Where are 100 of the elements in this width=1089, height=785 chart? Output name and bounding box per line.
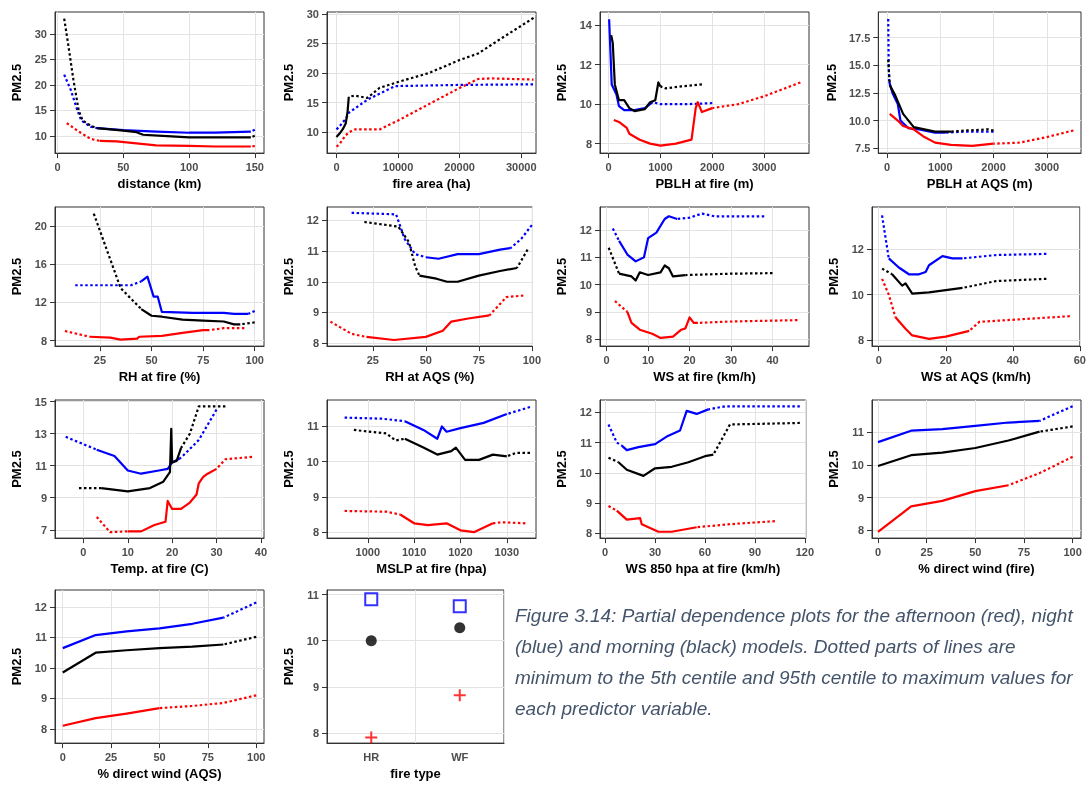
y-tick-label: 15 [34, 104, 47, 117]
x-axis-title: Temp. at fire (C) [110, 561, 209, 576]
x-tick-label: 1010 [401, 545, 427, 558]
y-tick-label: 12 [579, 58, 592, 71]
x-tick-label: 30 [648, 545, 662, 558]
y-tick-label: 11 [307, 245, 319, 258]
y-tick-label: 11 [307, 420, 319, 433]
y-tick-label: 12 [34, 296, 47, 309]
y-tick-label: 25 [306, 37, 319, 50]
y-tick-label: 10 [579, 278, 592, 291]
y-tick-label: 12 [579, 406, 592, 419]
y-tick-label: 30 [306, 7, 319, 20]
x-axis-title: % direct wind (fire) [918, 561, 1035, 576]
x-tick-label: 0 [884, 160, 891, 173]
x-tick-label: 100 [179, 160, 199, 173]
x-tick-label: 0 [333, 160, 340, 173]
caption: Figure 3.14: Partial dependence plots for the afternoon (red), night (blue) and morning (black) models. Dotted parts of lines are minimum to the 5th centile and 95th centile to maximum values for each predictor variable. [515, 604, 1075, 721]
y-tick-label: 11 [35, 631, 47, 644]
y-tick-label: 9 [585, 305, 592, 318]
y-tick-label: 10 [306, 455, 319, 468]
x-tick-label: WF [451, 750, 469, 763]
x-axis-title: fire type [390, 766, 441, 781]
y-tick-label: 10 [851, 458, 864, 471]
x-axis-title: WS 850 hpa at fire (km/h) [625, 561, 781, 576]
y-tick-label: 8 [40, 722, 47, 735]
x-tick-label: 40 [254, 545, 268, 558]
x-tick-label: 50 [153, 750, 166, 763]
x-tick-label: 1030 [494, 545, 520, 558]
x-axis-title: WS at AQS (km/h) [920, 369, 1031, 384]
x-tick-label: 10 [641, 353, 655, 366]
x-tick-label: 30 [210, 545, 223, 558]
x-tick-label: 1000 [648, 160, 673, 173]
y-tick-label: 14 [579, 19, 593, 32]
x-tick-label: 40 [1006, 353, 1019, 366]
x-tick-label: 60 [1073, 353, 1087, 366]
y-axis-title: PM2.5 [281, 63, 296, 102]
y-tick-label: 9 [585, 497, 592, 510]
line-series [335, 77, 535, 148]
x-axis-title: % direct wind (AQS) [97, 766, 222, 781]
x-tick-label: 100 [522, 353, 541, 366]
point [452, 688, 467, 703]
y-tick-label: 7.5 [855, 142, 871, 155]
x-tick-label: 150 [245, 160, 264, 173]
x-tick-label: 50 [419, 353, 432, 366]
y-tick-label: 9 [857, 491, 864, 504]
x-axis-title: RH at fire (%) [118, 369, 201, 384]
x-tick-label: 25 [366, 353, 379, 366]
y-tick-label: 9 [40, 692, 47, 705]
y-tick-label: 11 [35, 459, 47, 472]
x-tick-label: 1020 [448, 545, 473, 558]
x-tick-label: 25 [920, 545, 933, 558]
x-tick-label: 0 [80, 545, 87, 558]
y-tick-label: 25 [34, 53, 47, 66]
y-tick-label: 16 [34, 258, 47, 271]
y-tick-label: 8 [312, 526, 319, 539]
x-tick-label: 50 [117, 160, 130, 173]
x-axis-title: distance (km) [117, 176, 202, 191]
x-tick-label: 120 [795, 545, 814, 558]
y-axis-title: PM2.5 [281, 450, 296, 488]
x-tick-label: 0 [875, 353, 882, 366]
y-tick-label: 10 [851, 288, 864, 301]
x-tick-label: 25 [105, 750, 118, 763]
x-tick-label: 75 [1017, 545, 1031, 558]
x-tick-label: 50 [969, 545, 982, 558]
point [452, 599, 467, 614]
y-tick-label: 12 [306, 214, 319, 227]
y-tick-label: 8 [585, 333, 592, 346]
y-tick-label: 13 [34, 427, 47, 440]
x-tick-label: 20 [939, 353, 952, 366]
y-tick-label: 8 [312, 726, 319, 739]
y-tick-label: 9 [312, 680, 319, 693]
y-axis-title: PM2.5 [826, 450, 841, 488]
x-tick-label: 50 [145, 353, 158, 366]
x-tick-label: 40 [766, 353, 779, 366]
x-tick-label: 3000 [751, 160, 777, 173]
y-axis-title: PM2.5 [554, 257, 569, 296]
y-tick-label: 17.5 [848, 31, 871, 44]
y-tick-label: 10 [306, 126, 319, 139]
y-tick-label: 15 [306, 96, 319, 109]
x-tick-label: 75 [197, 353, 210, 366]
x-tick-label: 30 [724, 353, 738, 366]
x-axis-title: fire area (ha) [392, 176, 471, 191]
x-tick-label: 10000 [382, 160, 414, 173]
x-tick-label: 25 [93, 353, 107, 366]
y-tick-label: 20 [34, 220, 47, 233]
y-tick-label: 12 [579, 223, 592, 236]
point [364, 592, 379, 607]
x-axis-title: RH at AQS (%) [385, 369, 475, 384]
x-tick-label: 30000 [505, 160, 537, 173]
x-tick-label: 0 [603, 353, 610, 366]
y-axis-title: PM2.5 [554, 450, 569, 488]
y-tick-label: 11 [307, 588, 319, 601]
y-tick-label: 11 [852, 426, 864, 439]
x-tick-label: 75 [472, 353, 485, 366]
y-tick-label: 12.5 [848, 86, 871, 99]
y-axis-title: PM2.5 [281, 647, 296, 686]
x-axis-title: PBLH at fire (m) [655, 176, 754, 191]
y-axis-title: PM2.5 [281, 257, 296, 296]
x-tick-label: 20 [683, 353, 696, 366]
x-axis-title: WS at fire (km/h) [653, 369, 756, 384]
